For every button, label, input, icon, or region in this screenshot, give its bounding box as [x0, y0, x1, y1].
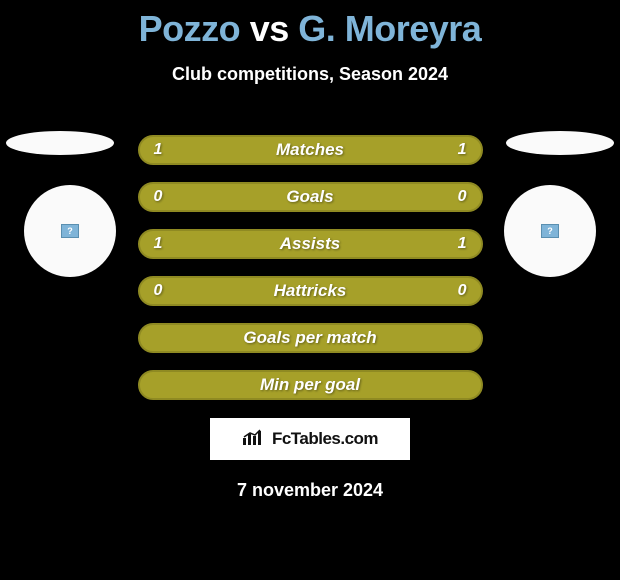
player2-badge-glyph: ?	[547, 226, 553, 236]
subtitle: Club competitions, Season 2024	[0, 64, 620, 85]
stats-area: ? ? 1 Matches 1 0 Goals 0 1 Assists 1 0 …	[0, 135, 620, 400]
stat-label: Goals	[286, 187, 333, 207]
stat-label: Min per goal	[260, 375, 360, 395]
stat-label: Matches	[276, 140, 344, 160]
ellipse-right-icon	[506, 131, 614, 155]
stat-label: Hattricks	[274, 281, 347, 301]
player1-name: Pozzo	[139, 8, 241, 49]
stat-right-value: 1	[458, 235, 467, 253]
stat-row-matches: 1 Matches 1	[138, 135, 483, 165]
player2-avatar: ?	[504, 185, 596, 277]
player2-name: G. Moreyra	[298, 8, 481, 49]
stat-row-goals: 0 Goals 0	[138, 182, 483, 212]
player1-badge-icon: ?	[61, 224, 79, 238]
stat-label: Assists	[280, 234, 340, 254]
player1-avatar: ?	[24, 185, 116, 277]
stat-left-value: 0	[154, 282, 163, 300]
stat-left-value: 0	[154, 188, 163, 206]
player1-badge-glyph: ?	[67, 226, 73, 236]
stat-row-goals-per-match: Goals per match	[138, 323, 483, 353]
player2-badge-icon: ?	[541, 224, 559, 238]
stat-right-value: 0	[458, 282, 467, 300]
stat-right-value: 0	[458, 188, 467, 206]
page-title: Pozzo vs G. Moreyra	[0, 0, 620, 50]
ellipse-left-icon	[6, 131, 114, 155]
stat-row-hattricks: 0 Hattricks 0	[138, 276, 483, 306]
stat-label: Goals per match	[243, 328, 376, 348]
title-vs: vs	[250, 8, 289, 49]
date-text: 7 november 2024	[0, 480, 620, 501]
stat-right-value: 1	[458, 141, 467, 159]
stat-rows: 1 Matches 1 0 Goals 0 1 Assists 1 0 Hatt…	[138, 135, 483, 400]
brand-box: FcTables.com	[210, 418, 410, 460]
stat-row-assists: 1 Assists 1	[138, 229, 483, 259]
brand-text: FcTables.com	[272, 429, 378, 449]
stat-left-value: 1	[154, 141, 163, 159]
brand-chart-icon	[242, 428, 266, 451]
stat-row-min-per-goal: Min per goal	[138, 370, 483, 400]
stat-left-value: 1	[154, 235, 163, 253]
